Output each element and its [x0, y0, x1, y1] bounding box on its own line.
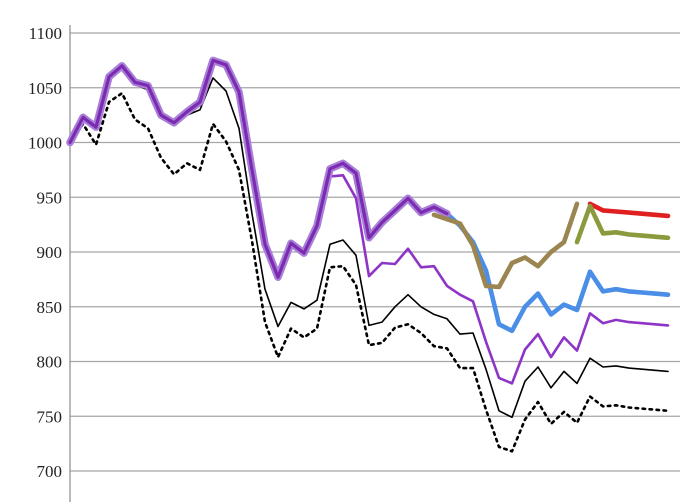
series-5-halo [66, 56, 451, 281]
series-5-line [68, 58, 449, 279]
series-7-line [574, 203, 671, 245]
y-tick-label: 950 [37, 188, 63, 207]
y-tick-label: 1000 [28, 134, 62, 153]
y-tick-label: 800 [37, 353, 63, 372]
y-tick-label: 850 [37, 298, 63, 317]
y-tick-label: 900 [37, 243, 63, 262]
series-1-line [68, 91, 670, 453]
series-lines [66, 56, 671, 453]
series-8-line [431, 201, 580, 290]
y-axis-tick-labels: 1100 1050 1000 950 900 850 800 750 700 [28, 24, 62, 481]
series-6-line [587, 201, 671, 219]
gridlines [70, 32, 680, 472]
y-tick-label: 750 [37, 407, 63, 426]
y-tick-label: 1100 [29, 24, 62, 43]
y-tick-label: 700 [37, 462, 63, 481]
series-4-line [366, 196, 671, 334]
y-tick-label: 1050 [28, 79, 62, 98]
